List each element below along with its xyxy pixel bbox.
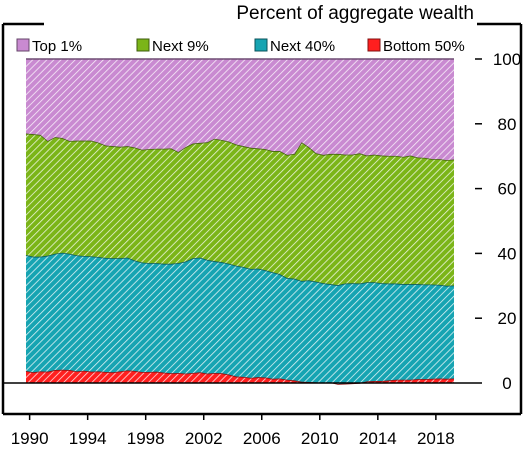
legend-swatch [136,38,150,52]
chart-title: Percent of aggregate wealth [236,3,474,24]
y-tick-label: 40 [498,244,517,263]
y-tick-label: 80 [498,115,517,134]
area-top-1 [26,59,454,161]
x-tick-label: 1998 [127,429,165,448]
x-tick-label: 2010 [301,429,339,448]
y-tick-label: 20 [498,309,517,328]
area-next-9 [26,133,454,286]
x-tick-label: 2002 [185,429,223,448]
legend: Top 1% Next 9% Next 40% Bottom 50% [16,38,465,55]
legend-label: Top 1% [32,38,82,55]
x-axis: 1990 1994 1998 2002 2006 2010 2014 2018 [11,414,455,448]
legend-swatch [367,38,381,52]
plot-areas [3,58,475,385]
area-next-40 [26,252,454,384]
y-axis: 0 20 40 60 80 100 [475,50,521,393]
legend-swatch [254,38,268,52]
y-tick-label: 100 [493,50,521,69]
x-tick-label: 1990 [11,429,49,448]
x-tick-label: 2014 [359,429,397,448]
legend-label: Bottom 50% [383,38,465,55]
y-tick-label: 60 [498,180,517,199]
legend-label: Next 40% [270,38,335,55]
legend-label: Next 9% [152,38,209,55]
x-tick-label: 2006 [243,429,281,448]
legend-swatch [16,38,30,52]
x-tick-label: 1994 [69,429,107,448]
x-tick-label: 2018 [417,429,455,448]
y-tick-label: 0 [502,374,511,393]
